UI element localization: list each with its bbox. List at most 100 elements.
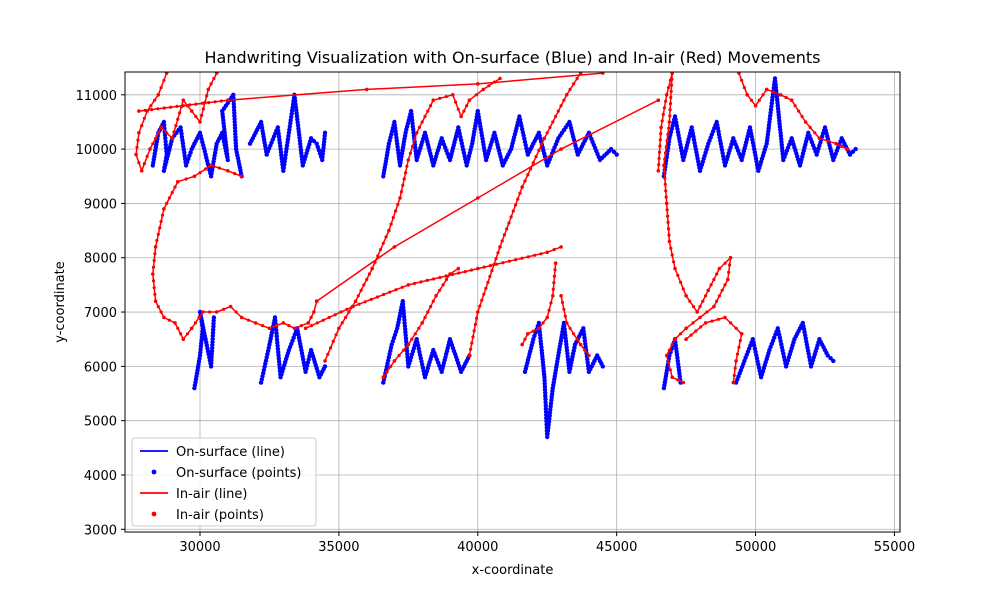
in-air-point [200,113,204,117]
in-air-point [179,332,183,336]
in-air-point [664,201,669,206]
in-air-point [668,108,672,112]
in-air-point [667,120,672,124]
on-surface-point [283,156,288,161]
in-air-point [381,375,386,380]
in-air-point [679,332,683,336]
in-air-point [552,274,557,278]
in-air-point [753,103,758,108]
in-air-point [666,132,670,136]
in-air-point [184,177,188,181]
in-air-point [234,310,238,314]
on-surface-point [180,141,186,146]
on-surface-point [393,329,399,334]
in-air-point [165,131,169,135]
in-air-point [482,265,486,269]
on-surface-point [315,144,320,150]
in-air-point [541,321,545,325]
in-air-point [537,148,541,153]
y-tick-label: 6000 [84,360,117,375]
x-tick-label: 45000 [596,540,637,555]
in-air-point [676,378,680,382]
in-air-point [691,305,696,309]
in-air-point [329,346,333,350]
on-surface-point [232,116,237,122]
in-air-point [226,98,230,102]
in-air-point [151,265,156,269]
in-air-point [434,294,438,298]
on-surface-point [322,364,328,369]
x-tick-label: 30000 [179,540,220,555]
in-air-point [717,294,722,298]
on-surface-point [275,340,280,345]
in-air-point [362,283,366,287]
in-air-point [663,176,667,180]
in-air-point [167,196,171,200]
in-air-point [365,277,369,282]
in-air-point [667,126,671,130]
in-air-point [384,235,388,239]
in-air-point [553,261,558,266]
in-air-point [137,109,141,113]
in-air-point [402,177,406,181]
in-air-point [548,125,552,129]
in-air-point [490,269,494,273]
x-tick-label: 50000 [735,540,776,555]
x-tick-label: 35000 [318,540,359,555]
in-air-point [495,262,499,266]
in-air-point [438,275,442,280]
in-air-point [459,114,463,119]
in-air-point [492,80,496,84]
in-air-point [578,342,583,347]
in-air-point [444,274,448,278]
in-air-point [292,326,297,331]
in-air-point [670,253,674,257]
in-air-point [209,82,213,86]
in-air-point [345,307,349,311]
in-air-point [552,281,556,285]
in-air-point [575,337,579,341]
in-air-point [451,93,455,97]
in-air-point [174,124,178,128]
in-air-point [454,100,458,104]
in-air-point [214,72,219,75]
in-air-point [526,255,530,259]
on-surface-point [611,149,617,154]
in-air-point [665,208,669,212]
in-air-point [583,348,587,352]
in-air-point [498,245,502,249]
in-air-series [134,72,849,385]
in-air-point [375,295,380,299]
in-air-point [572,332,576,336]
in-air-point [703,321,708,325]
in-air-point [253,321,258,325]
on-surface-point [178,125,183,130]
in-air-point [170,191,174,195]
in-air-point [681,380,686,385]
in-air-point [547,308,551,312]
in-air-point [209,163,213,168]
in-air-point [764,87,769,92]
in-air-point [509,215,513,219]
in-air-point [729,321,733,325]
in-air-point [181,98,186,102]
in-air-point [472,329,476,333]
in-air-point [410,144,415,148]
in-air-point [834,141,838,146]
on-surface-point [163,139,168,144]
y-tick-label: 8000 [84,252,117,267]
in-air-point [761,93,765,97]
in-air-point [136,138,140,142]
on-surface-point [276,353,281,358]
in-air-point [137,131,141,135]
in-air-point [772,90,776,94]
in-air-point [797,109,801,113]
in-air-point [559,147,563,151]
in-air-point [492,263,496,267]
in-air-point [201,107,205,111]
in-air-point [381,241,385,245]
in-air-point [663,182,667,186]
on-surface-point [316,148,322,153]
axes-frame [124,71,901,533]
in-air-point [178,111,182,115]
